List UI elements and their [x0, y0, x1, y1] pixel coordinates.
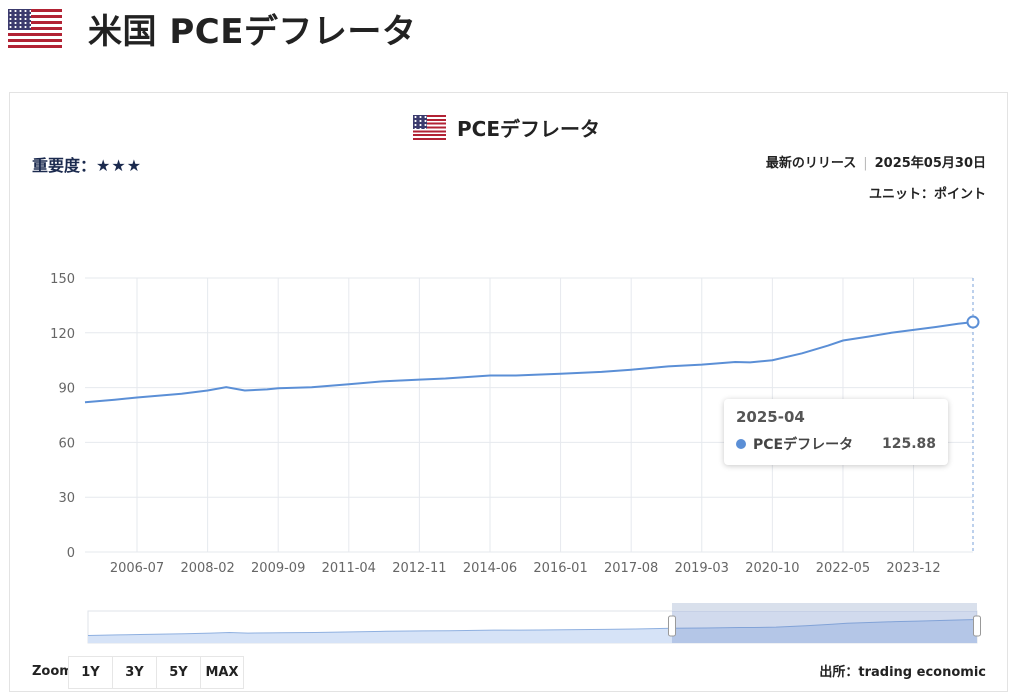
- x-tick-label: 2022-05: [816, 561, 870, 576]
- release-label: 最新のリリース: [765, 156, 857, 171]
- y-tick-label: 30: [58, 491, 75, 506]
- x-tick-label: 2014-06: [463, 561, 517, 576]
- x-tick-label: 2023-12: [886, 561, 940, 576]
- navigator-area: [88, 619, 977, 643]
- us-flag-icon: [413, 115, 446, 140]
- latest-release: 最新のリリース | 2025年05月30日: [766, 152, 986, 171]
- separator: |: [863, 156, 868, 171]
- zoom-max-button[interactable]: MAX: [200, 656, 244, 689]
- tooltip-row: PCEデフレータ 125.88: [736, 434, 936, 454]
- y-tick-label: 150: [50, 272, 75, 287]
- y-tick-label: 0: [67, 546, 75, 561]
- x-tick-label: 2012-11: [392, 561, 446, 576]
- importance-label: 重要度：: [32, 156, 97, 175]
- star-icon: ★★★: [96, 156, 143, 175]
- source-label: 出所：trading economic: [819, 665, 986, 680]
- navigator-scrollbar: [671, 603, 977, 611]
- tooltip-date: 2025-04: [736, 408, 805, 426]
- x-tick-label: 2009-09: [251, 561, 305, 576]
- series-line: [84, 321, 974, 404]
- zoom-label: Zoom: [32, 664, 73, 679]
- tooltip-series-name: PCEデフレータ: [753, 437, 854, 453]
- navigator-handle[interactable]: [667, 615, 676, 637]
- chart-tooltip: 2025-04 PCEデフレータ 125.88: [724, 399, 948, 465]
- series-dot-icon: [736, 439, 746, 449]
- importance-rating: 重要度：★★★: [32, 152, 142, 176]
- x-tick-label: 2020-10: [745, 561, 799, 576]
- us-flag-icon: [8, 9, 62, 48]
- x-tick-label: 2011-04: [322, 561, 376, 576]
- zoom-3y-button[interactable]: 3Y: [112, 656, 157, 689]
- x-tick-label: 2019-03: [675, 561, 729, 576]
- chart-title: PCEデフレータ: [457, 117, 600, 141]
- zoom-5y-button[interactable]: 5Y: [156, 656, 201, 689]
- x-tick-label: 2008-02: [180, 561, 234, 576]
- y-tick-label: 90: [58, 382, 75, 397]
- release-date: 2025年05月30日: [874, 156, 986, 171]
- navigator-line: [87, 619, 978, 636]
- y-tick-label: 60: [58, 436, 75, 451]
- x-tick-label: 2006-07: [110, 561, 164, 576]
- y-tick-label: 120: [50, 327, 75, 342]
- highlight-point: [966, 315, 980, 329]
- x-tick-label: 2016-01: [533, 561, 587, 576]
- x-tick-label: 2017-08: [604, 561, 658, 576]
- tooltip-value: 125.88: [881, 436, 936, 452]
- unit-label: ユニット：ポイント: [868, 187, 986, 202]
- page-title: 米国 PCEデフレータ: [88, 12, 417, 52]
- navigator-selection: [671, 611, 977, 643]
- zoom-1y-button[interactable]: 1Y: [68, 656, 113, 689]
- navigator-handle[interactable]: [973, 615, 981, 637]
